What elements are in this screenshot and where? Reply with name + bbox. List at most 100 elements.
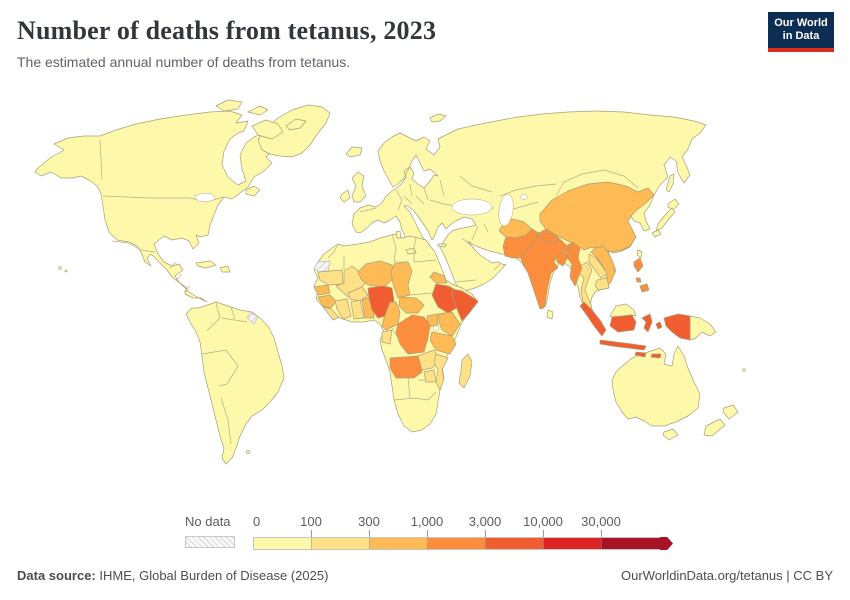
country-ireland[interactable] bbox=[339, 189, 351, 203]
country-iceland[interactable] bbox=[345, 146, 363, 158]
colorbar-label: 0 bbox=[253, 514, 261, 529]
country-somalia[interactable] bbox=[451, 288, 479, 322]
country-papua-new-guinea[interactable] bbox=[689, 315, 717, 341]
region-arctic-island[interactable] bbox=[285, 118, 307, 131]
country-china[interactable] bbox=[539, 181, 655, 253]
region-taiwan[interactable] bbox=[636, 249, 643, 259]
country-ghana[interactable] bbox=[350, 299, 365, 320]
colorbar-label: 30,000 bbox=[581, 514, 621, 529]
country-senegal[interactable] bbox=[313, 284, 331, 296]
region-pacific-island[interactable] bbox=[742, 368, 746, 372]
aral-sea bbox=[520, 194, 528, 200]
footer-link[interactable]: OurWorldinData.org/tetanus | CC BY bbox=[621, 568, 833, 583]
colorbar-label: 10,000 bbox=[523, 514, 563, 529]
region-arctic-island[interactable] bbox=[247, 105, 269, 116]
country-sri-lanka[interactable] bbox=[546, 309, 554, 320]
country-cuba[interactable] bbox=[195, 260, 217, 269]
country-myanmar[interactable] bbox=[565, 241, 583, 287]
country-sierra-leone-liberia[interactable] bbox=[322, 306, 340, 321]
region-newfoundland[interactable] bbox=[245, 185, 261, 197]
country-laos[interactable] bbox=[588, 253, 608, 279]
country-japan[interactable] bbox=[651, 229, 662, 238]
country-new-zealand[interactable] bbox=[703, 418, 726, 437]
country-guinea[interactable] bbox=[317, 294, 337, 309]
country-madagascar[interactable] bbox=[458, 353, 473, 389]
country-united-kingdom[interactable] bbox=[351, 171, 367, 203]
country-indonesia-moluccas[interactable] bbox=[655, 321, 663, 330]
lake-victoria bbox=[433, 325, 439, 331]
colorbar-segment[interactable] bbox=[602, 538, 660, 549]
region-arctic-island[interactable] bbox=[215, 99, 243, 112]
data-source-label: Data source: bbox=[17, 568, 96, 583]
country-gabon[interactable] bbox=[381, 329, 393, 345]
country-angola[interactable] bbox=[389, 355, 423, 379]
country-eritrea[interactable] bbox=[429, 271, 448, 284]
page-title: Number of deaths from tetanus, 2023 bbox=[17, 16, 437, 45]
region-sakhalin[interactable] bbox=[665, 173, 675, 193]
country-indonesia-lesser-sunda[interactable] bbox=[634, 351, 647, 358]
country-thailand[interactable] bbox=[577, 261, 593, 312]
region-crete[interactable] bbox=[437, 243, 447, 248]
caspian-sea bbox=[498, 193, 514, 227]
owid-logo[interactable]: Our World in Data bbox=[768, 12, 834, 52]
world-map-svg bbox=[34, 99, 746, 465]
country-nepal[interactable] bbox=[538, 232, 559, 245]
region-hawaii[interactable] bbox=[58, 266, 62, 270]
region-french-guiana[interactable] bbox=[246, 311, 259, 325]
region-north-america[interactable] bbox=[34, 110, 275, 303]
country-philippines[interactable] bbox=[635, 277, 642, 283]
country-indonesia-sumatra[interactable] bbox=[579, 301, 607, 337]
country-mozambique-malawi[interactable] bbox=[433, 353, 449, 391]
region-hawaii[interactable] bbox=[64, 269, 68, 273]
country-japan[interactable] bbox=[667, 198, 680, 211]
border-lines-africa bbox=[327, 233, 437, 401]
region-south-america[interactable] bbox=[185, 301, 285, 465]
colorbar-segment[interactable] bbox=[544, 538, 602, 549]
region-tasmania[interactable] bbox=[662, 428, 679, 441]
country-philippines[interactable] bbox=[639, 283, 650, 293]
region-sicily[interactable] bbox=[405, 247, 417, 255]
data-source: Data source: IHME, Global Burden of Dise… bbox=[17, 568, 328, 583]
country-cote-divoire[interactable] bbox=[334, 298, 352, 320]
no-data-label: No data bbox=[185, 514, 231, 529]
country-india[interactable] bbox=[520, 228, 572, 310]
country-cambodia[interactable] bbox=[594, 277, 610, 291]
country-australia[interactable] bbox=[611, 345, 701, 427]
country-pakistan[interactable] bbox=[502, 228, 540, 259]
colorbar-segment[interactable] bbox=[428, 538, 486, 549]
colorbar-tick bbox=[601, 530, 602, 537]
country-philippines[interactable] bbox=[633, 257, 644, 273]
owid-logo-text: Our World in Data bbox=[774, 16, 828, 42]
country-indonesia-papua[interactable] bbox=[663, 313, 691, 341]
country-mauritania[interactable] bbox=[317, 269, 344, 286]
country-indonesia-kalimantan[interactable] bbox=[609, 314, 637, 333]
border-lines-americas bbox=[99, 139, 248, 445]
region-falkland-islands[interactable] bbox=[246, 450, 250, 454]
country-cameroon[interactable] bbox=[381, 301, 401, 331]
region-hispaniola[interactable] bbox=[219, 265, 231, 273]
chart-footer: Data source: IHME, Global Burden of Dise… bbox=[17, 568, 833, 583]
colorbar-segments bbox=[253, 537, 661, 550]
region-arctic-island[interactable] bbox=[251, 119, 284, 140]
country-new-zealand[interactable] bbox=[722, 404, 739, 420]
region-sardinia[interactable] bbox=[395, 230, 402, 239]
country-indonesia-lesser-sunda[interactable] bbox=[650, 353, 662, 359]
country-tanzania[interactable] bbox=[429, 331, 457, 355]
country-central-african-republic[interactable] bbox=[398, 296, 425, 314]
colorbar-segment[interactable] bbox=[370, 538, 428, 549]
colorbar-segment[interactable] bbox=[312, 538, 370, 549]
colorbar-segment[interactable] bbox=[486, 538, 544, 549]
country-japan[interactable] bbox=[655, 207, 676, 232]
colorbar-segment[interactable] bbox=[254, 538, 312, 549]
country-indonesia-sulawesi[interactable] bbox=[641, 313, 653, 333]
world-choropleth-map bbox=[0, 86, 850, 516]
page-subtitle: The estimated annual number of deaths fr… bbox=[17, 54, 351, 70]
no-data-swatch[interactable] bbox=[185, 536, 235, 548]
legend-no-data[interactable]: No data bbox=[185, 514, 235, 548]
country-indonesia-java[interactable] bbox=[599, 339, 647, 351]
country-western-sahara[interactable] bbox=[313, 260, 331, 273]
country-burkina-faso[interactable] bbox=[347, 286, 369, 302]
data-source-text: IHME, Global Burden of Disease (2025) bbox=[95, 568, 329, 583]
region-svalbard[interactable] bbox=[429, 113, 447, 123]
